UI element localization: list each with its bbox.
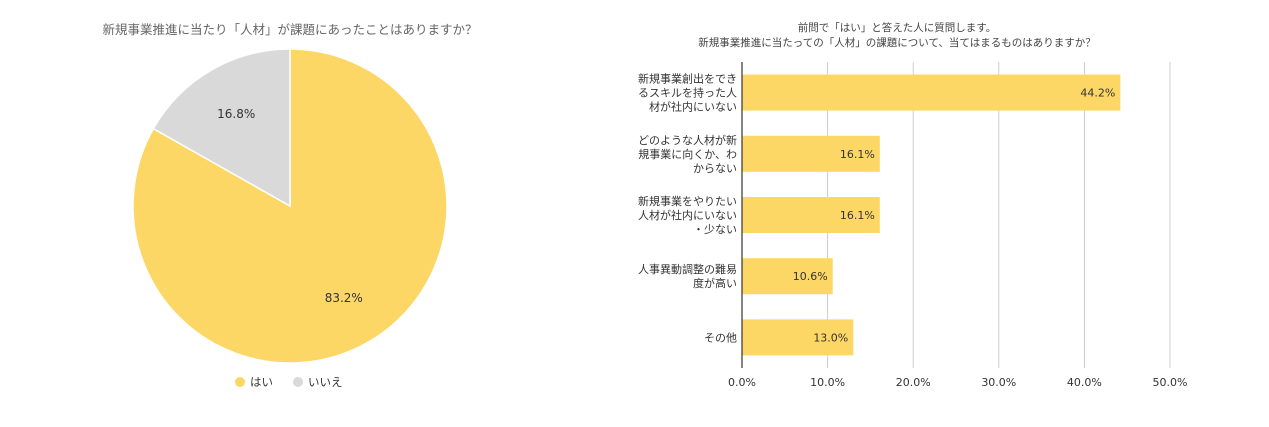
category-label-line: るスキルを持った人 bbox=[638, 86, 737, 100]
category-label: その他 bbox=[704, 331, 737, 344]
bar-bars bbox=[742, 74, 1121, 356]
legend-label-no: いいえ bbox=[308, 375, 343, 389]
bar-category-labels: 新規事業創出をできるスキルを持った人材が社内にいないどのような人材が新規事業に向… bbox=[638, 72, 737, 345]
pie-chart: 新規事業推進に当たり「人材」が課題にあったことはありますか？ 83.2% 16.8… bbox=[102, 22, 477, 389]
bar-chart-title-line-2: 新規事業推進に当たっての「人材」の課題について、当てはまるものはありますか？ bbox=[698, 36, 1095, 49]
bar-value-label: 16.1% bbox=[840, 148, 875, 161]
bar-value-label: 44.2% bbox=[1080, 87, 1115, 100]
bar-x-tick-labels: 0.0% 10.0% 20.0% 30.0% 40.0% 50.0% bbox=[728, 376, 1187, 389]
pie-legend: はい いいえ bbox=[235, 375, 343, 389]
bar bbox=[742, 319, 854, 356]
pie-slice-yes bbox=[132, 48, 448, 364]
category-label-line: 材が社内にいない bbox=[649, 100, 737, 114]
pie-labels: 83.2% 16.8% bbox=[217, 107, 363, 305]
category-label-line: その他 bbox=[704, 331, 737, 344]
x-tick-label: 0.0% bbox=[728, 376, 756, 389]
bar-value-labels: 44.2% 16.1% 16.1% 10.6% 13.0% bbox=[793, 87, 1116, 345]
category-label: 新規事業創出をできるスキルを持った人材が社内にいない bbox=[638, 72, 737, 114]
pie-slice-label-no: 16.8% bbox=[217, 107, 255, 121]
pie-chart-title: 新規事業推進に当たり「人材」が課題にあったことはありますか？ bbox=[102, 22, 477, 37]
category-label-line: 人事異動調整の難易 bbox=[638, 262, 737, 276]
bar-value-label: 10.6% bbox=[793, 270, 828, 283]
bar bbox=[742, 135, 880, 172]
bar-gridlines bbox=[827, 62, 1171, 368]
bar bbox=[742, 74, 1121, 111]
pie-slice-no bbox=[152, 48, 291, 208]
category-label-line: 新規事業創出をでき bbox=[638, 72, 737, 86]
x-tick-label: 20.0% bbox=[896, 376, 931, 389]
bar bbox=[742, 197, 880, 233]
bar-value-label: 13.0% bbox=[813, 331, 848, 344]
legend-label-yes: はい bbox=[250, 375, 273, 389]
category-label-line: ・少ない bbox=[693, 223, 737, 236]
pie-slices bbox=[132, 48, 448, 364]
x-tick-label: 50.0% bbox=[1153, 376, 1188, 389]
x-tick-label: 40.0% bbox=[1067, 376, 1102, 389]
category-label-line: からない bbox=[693, 162, 737, 175]
bar-value-label: 16.1% bbox=[840, 209, 875, 222]
category-label-line: 新規事業をやりたい bbox=[638, 194, 737, 208]
category-label-line: どのような人材が新 bbox=[638, 133, 737, 147]
x-tick-label: 10.0% bbox=[810, 376, 845, 389]
category-label-line: 人材が社内にいない bbox=[638, 208, 737, 222]
bar-chart-title-line-1: 前問で「はい」と答えた人に質問します。 bbox=[798, 21, 996, 34]
bar-chart: 前問で「はい」と答えた人に質問します。 新規事業推進に当たっての「人材」の課題に… bbox=[638, 21, 1187, 389]
x-tick-label: 30.0% bbox=[981, 376, 1016, 389]
category-label: どのような人材が新規事業に向くか、わからない bbox=[638, 133, 737, 175]
legend-swatch-no bbox=[293, 377, 303, 387]
bar bbox=[742, 258, 833, 295]
legend-swatch-yes bbox=[235, 377, 245, 387]
category-label: 新規事業をやりたい人材が社内にいない・少ない bbox=[638, 194, 737, 236]
pie-slice-label-yes: 83.2% bbox=[325, 291, 363, 305]
category-label-line: 規事業に向くか、わ bbox=[638, 147, 737, 161]
category-label-line: 度が高い bbox=[693, 276, 737, 290]
category-label: 人事異動調整の難易度が高い bbox=[638, 262, 737, 290]
